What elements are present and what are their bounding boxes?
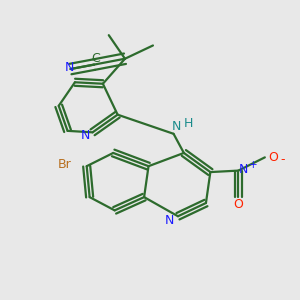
Text: H: H	[184, 117, 193, 130]
Text: Br: Br	[58, 158, 71, 171]
Text: +: +	[249, 160, 258, 170]
Text: O: O	[233, 198, 243, 211]
Text: N: N	[172, 120, 181, 133]
Text: -: -	[281, 153, 285, 166]
Text: C: C	[91, 52, 100, 64]
Text: N: N	[80, 129, 90, 142]
Text: O: O	[269, 151, 279, 164]
Text: N: N	[239, 163, 248, 176]
Text: N: N	[165, 214, 174, 227]
Text: N: N	[64, 61, 74, 74]
